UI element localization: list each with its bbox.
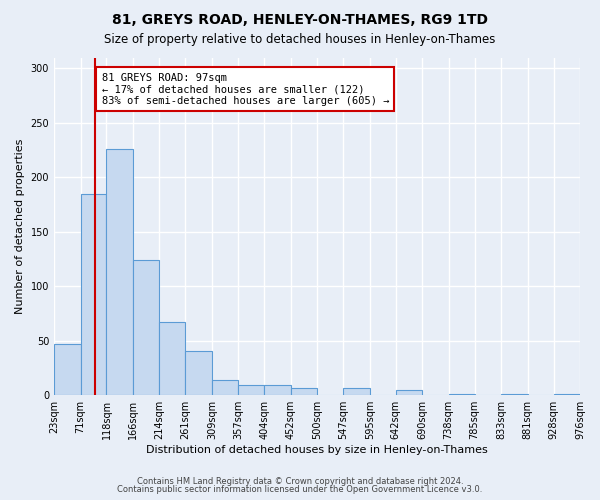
Text: 81, GREYS ROAD, HENLEY-ON-THAMES, RG9 1TD: 81, GREYS ROAD, HENLEY-ON-THAMES, RG9 1T… [112,12,488,26]
Bar [395,390,422,395]
Bar [160,322,185,395]
Bar [54,344,80,395]
Text: 81 GREYS ROAD: 97sqm
← 17% of detached houses are smaller (122)
83% of semi-deta: 81 GREYS ROAD: 97sqm ← 17% of detached h… [101,72,389,106]
Bar [106,149,133,395]
Bar [554,394,580,395]
Text: Size of property relative to detached houses in Henley-on-Thames: Size of property relative to detached ho… [104,32,496,46]
Bar [133,260,160,395]
Bar [212,380,238,395]
Bar [265,386,291,395]
Text: Contains public sector information licensed under the Open Government Licence v3: Contains public sector information licen… [118,485,482,494]
Bar [501,394,527,395]
Bar [80,194,106,395]
Bar [185,350,212,395]
Bar [238,386,265,395]
X-axis label: Distribution of detached houses by size in Henley-on-Thames: Distribution of detached houses by size … [146,445,488,455]
Bar [291,388,317,395]
Text: Contains HM Land Registry data © Crown copyright and database right 2024.: Contains HM Land Registry data © Crown c… [137,477,463,486]
Bar [343,388,370,395]
Y-axis label: Number of detached properties: Number of detached properties [15,138,25,314]
Bar [449,394,475,395]
